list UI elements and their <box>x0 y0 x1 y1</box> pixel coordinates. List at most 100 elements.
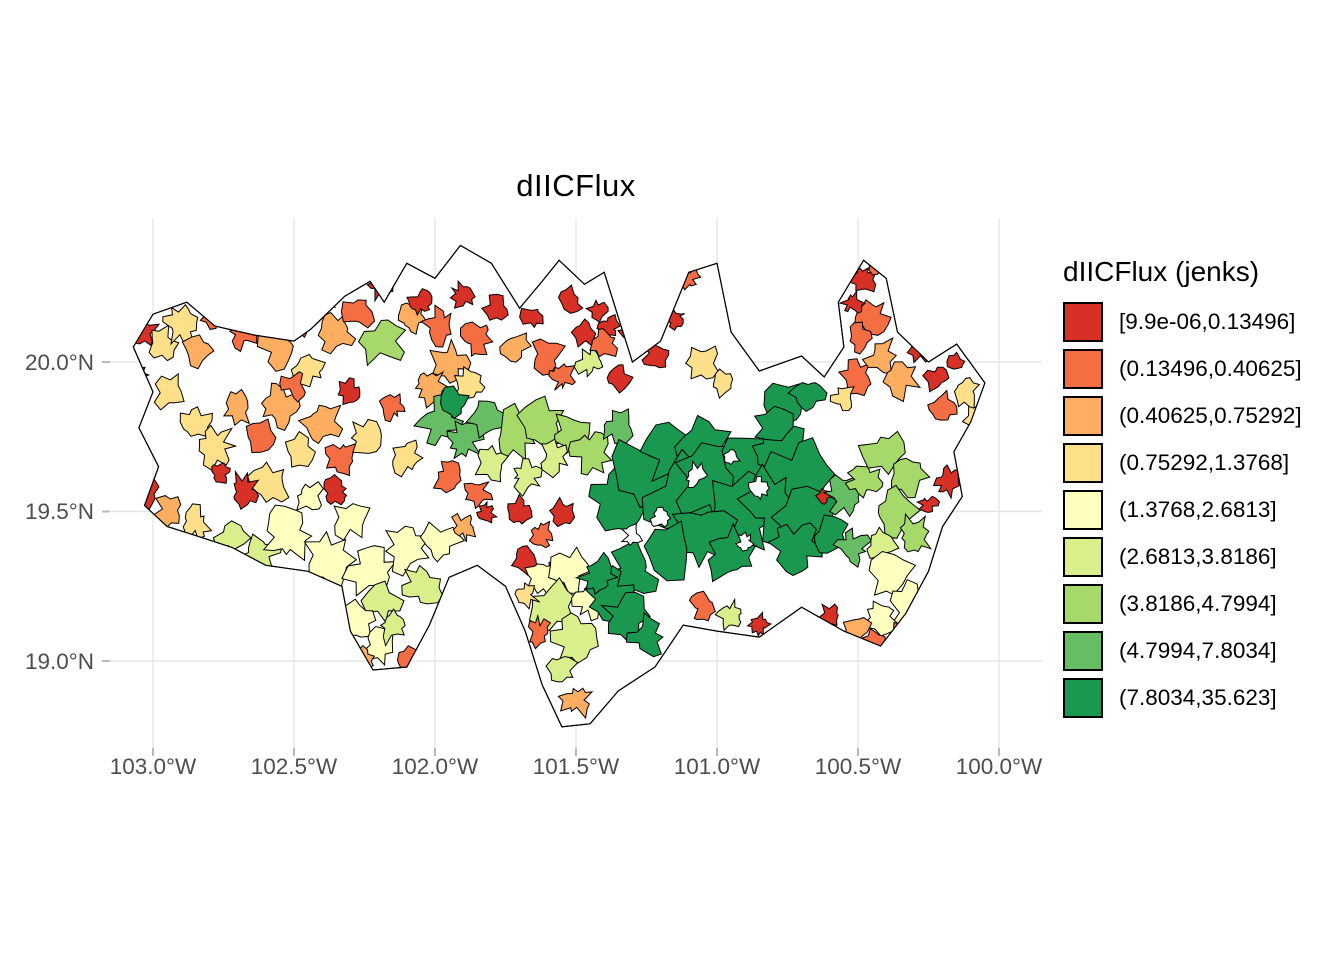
map-patch <box>685 345 719 380</box>
map-patch <box>838 289 866 314</box>
map-patch <box>714 597 742 632</box>
map-patch <box>722 449 742 466</box>
y-axis-tick-label: 19.5°N <box>25 499 94 524</box>
map-patch <box>548 546 592 594</box>
map-patch <box>625 611 664 658</box>
map-patch <box>606 364 634 394</box>
map-patch <box>406 288 433 317</box>
map-patch <box>440 385 470 420</box>
map-patch <box>844 465 884 499</box>
legend-item: (2.6813,3.8186] <box>1063 537 1333 577</box>
map-patch <box>247 461 290 503</box>
map-patch <box>849 321 873 355</box>
map-patch <box>540 438 569 479</box>
legend-label: (4.7994,7.8034] <box>1119 638 1277 663</box>
map-patch <box>499 332 533 363</box>
map-patch <box>222 388 251 427</box>
x-axis-tick-label: 103.0°W <box>110 754 197 779</box>
map-patch <box>513 458 543 498</box>
map-patch <box>753 405 794 442</box>
map-patch <box>868 550 917 596</box>
legend-item: (3.8186,4.7994] <box>1063 584 1333 624</box>
map-patch <box>360 580 405 624</box>
map-patch <box>877 484 921 539</box>
map-patch <box>837 358 872 397</box>
map-patch <box>198 424 238 472</box>
legend-label: (1.3768,2.6813] <box>1119 497 1277 522</box>
map-patch <box>451 512 477 543</box>
map-patch <box>260 382 301 432</box>
legend: dIICFlux (jenks) [9.9e-06,0.13496] (0.13… <box>1063 256 1333 725</box>
legend-swatch <box>1063 302 1103 342</box>
map-patch <box>549 612 599 665</box>
map-patch <box>643 520 688 582</box>
map-patch <box>432 460 462 494</box>
map-patch <box>567 431 613 476</box>
map-patch <box>602 408 634 445</box>
map-patch <box>453 365 486 403</box>
x-axis-tick-label: 100.5°W <box>815 754 902 779</box>
y-axis-tick-label: 19.0°N <box>25 649 94 674</box>
y-axis-tick-label: 20.0°N <box>25 350 94 375</box>
legend-swatch <box>1063 537 1103 577</box>
map-patch <box>419 521 466 563</box>
map-patch <box>584 299 609 324</box>
legend-swatch <box>1063 443 1103 483</box>
map-patch <box>916 495 940 513</box>
map-patch <box>392 439 424 478</box>
map-patch <box>465 400 508 439</box>
legend-label: (0.75292,1.3768] <box>1119 450 1290 475</box>
map-patch <box>384 525 432 577</box>
map-patch <box>589 328 619 358</box>
map-patch <box>529 576 575 632</box>
map-patch <box>514 581 541 610</box>
x-axis-tick-label: 100.0°W <box>956 754 1043 779</box>
map-layers <box>102 218 1042 756</box>
map-patch <box>527 613 552 650</box>
map-patch <box>507 493 533 525</box>
legend-swatch <box>1063 349 1103 389</box>
legend-label: (0.40625,0.75292] <box>1119 403 1302 428</box>
map-patch <box>337 377 361 406</box>
map-patch <box>899 512 933 553</box>
map-patch <box>182 503 213 540</box>
map-patch <box>829 386 855 412</box>
legend-label: (0.13496,0.40625] <box>1119 356 1302 381</box>
map-patch <box>449 279 476 309</box>
map-patch <box>262 504 313 562</box>
map-patch <box>866 600 899 637</box>
map-patch <box>474 444 509 483</box>
legend-item: (7.8034,35.623] <box>1063 678 1333 718</box>
map-patch <box>832 527 872 569</box>
x-axis-tick-label: 101.0°W <box>674 754 761 779</box>
map-patch <box>179 406 213 437</box>
legend-label: (7.8034,35.623] <box>1119 685 1277 710</box>
map-patch <box>545 656 579 683</box>
legend-item: (4.7994,7.8034] <box>1063 631 1333 671</box>
map-patch <box>463 481 494 510</box>
map-patch <box>324 442 358 477</box>
map-patch <box>649 506 672 528</box>
map-patch <box>574 551 619 596</box>
map-patch <box>853 299 892 336</box>
map-patch <box>734 531 755 552</box>
map-patch <box>767 522 823 576</box>
x-axis-tick-label: 102.5°W <box>251 754 338 779</box>
map-patch <box>297 404 344 445</box>
legend-swatch <box>1063 584 1103 624</box>
map-patch <box>927 389 958 421</box>
map-patch <box>882 361 922 403</box>
map-patch <box>379 608 406 647</box>
map-patch <box>528 520 554 549</box>
map-patch <box>153 372 185 411</box>
map-patch <box>378 393 406 423</box>
legend-swatch <box>1063 631 1103 671</box>
map-patch <box>548 496 576 528</box>
legend-item: [9.9e-06,0.13496] <box>1063 302 1333 342</box>
x-axis-tick-label: 102.0°W <box>392 754 479 779</box>
map-patch <box>557 284 584 314</box>
map-patch <box>857 430 906 476</box>
map-patch <box>932 464 961 500</box>
